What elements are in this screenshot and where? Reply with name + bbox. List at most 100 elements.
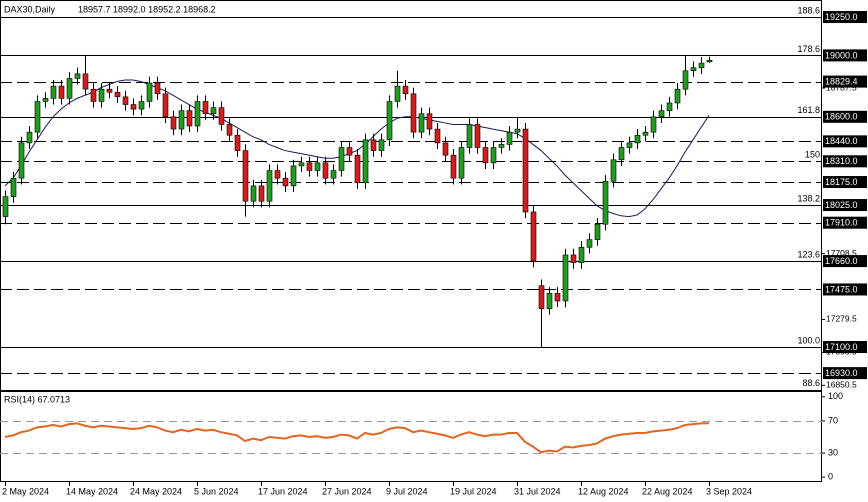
- x-tick-label: 9 Jul 2024: [386, 486, 428, 496]
- candle-body: [378, 139, 385, 151]
- x-tick-label: 12 Aug 2024: [578, 486, 629, 496]
- candle-body: [658, 110, 665, 118]
- x-tick-label: 2 May 2024: [2, 486, 49, 496]
- candle-body: [114, 91, 121, 98]
- level-label: 17910.0: [825, 218, 858, 228]
- candle-body: [322, 162, 329, 179]
- candle-body: [434, 128, 441, 144]
- candle-body: [402, 85, 409, 95]
- level-label: 19250.0: [825, 12, 858, 22]
- y-tick-label: 0: [828, 472, 833, 482]
- y-tick-label: 70: [828, 415, 838, 425]
- y-tick-label: 100: [828, 391, 843, 401]
- candle-body: [66, 78, 73, 99]
- candle-body: [474, 124, 481, 148]
- level-label: 18600.0: [825, 112, 858, 122]
- x-tick-label: 3 Sep 2024: [706, 486, 752, 496]
- fib-label: 100.0: [797, 335, 820, 345]
- fib-label: 161.8: [797, 105, 820, 115]
- candle-body: [498, 144, 505, 148]
- x-tick-label: 5 Jun 2024: [194, 486, 239, 496]
- x-tick-label: 22 Aug 2024: [642, 486, 693, 496]
- candle-body: [138, 101, 145, 110]
- level-box: [823, 11, 867, 24]
- level-label: 18025.0: [825, 200, 858, 210]
- x-tick-label: 24 May 2024: [130, 486, 182, 496]
- candle-body: [386, 101, 393, 141]
- candle-body: [546, 293, 553, 309]
- level-box: [823, 255, 867, 268]
- x-tick-label: 31 Jul 2024: [514, 486, 561, 496]
- candle-body: [442, 142, 449, 156]
- candle-body: [82, 73, 89, 90]
- chart-title: DAX30,Daily: [4, 4, 56, 14]
- candle-body: [306, 162, 313, 171]
- x-tick-label: 27 Jun 2024: [322, 486, 372, 496]
- x-tick-label: 19 Jul 2024: [450, 486, 497, 496]
- fib-label: 88.6: [802, 378, 820, 388]
- level-box: [823, 49, 867, 62]
- candle-body: [394, 85, 401, 102]
- x-tick-label: 17 Jun 2024: [258, 486, 308, 496]
- candle-body: [330, 170, 337, 179]
- candle-body: [26, 131, 33, 144]
- rsi-title: RSI(14) 67.0713: [4, 394, 70, 404]
- candle-body: [346, 147, 353, 156]
- candle-body: [450, 154, 457, 179]
- main-panel: [0, 0, 822, 391]
- candle-body: [570, 254, 577, 263]
- candle-body: [202, 101, 209, 115]
- candle-body: [506, 131, 513, 145]
- candle-body: [690, 67, 697, 72]
- ohlc-header: 18957.7 18992.0 18952.2 18968.2: [78, 4, 216, 14]
- candle-body: [674, 88, 681, 104]
- fib-label: 188.6: [797, 5, 820, 15]
- x-tick-label: 14 May 2024: [66, 486, 118, 496]
- candle-body: [186, 110, 193, 127]
- candle-body: [490, 147, 497, 164]
- candle-body: [42, 98, 49, 102]
- candle-body: [626, 142, 633, 148]
- candle-body: [58, 85, 65, 99]
- y-tick-label: 16850.5: [826, 380, 857, 390]
- candle-body: [610, 159, 617, 182]
- candle-body: [282, 177, 289, 187]
- fib-label: 178.6: [797, 44, 820, 54]
- candle-body: [514, 128, 521, 133]
- candle-body: [666, 102, 673, 111]
- candle-body: [194, 101, 201, 127]
- level-box: [823, 176, 867, 189]
- candle-body: [362, 139, 369, 184]
- candle-body: [90, 88, 97, 102]
- candle-body: [298, 162, 305, 167]
- candle-body: [682, 70, 689, 90]
- y-tick-label: 17708.5: [826, 248, 857, 258]
- candle-body: [338, 147, 345, 171]
- y-tick-label: 17279.5: [826, 314, 857, 324]
- candle-body: [634, 134, 641, 144]
- level-label: 18310.0: [825, 156, 858, 166]
- candle-body: [234, 134, 241, 151]
- candle-body: [706, 59, 713, 63]
- candle-body: [370, 139, 377, 151]
- level-box: [823, 341, 867, 354]
- candle-body: [242, 150, 249, 202]
- level-box: [823, 216, 867, 229]
- candle-body: [2, 196, 9, 217]
- level-box: [823, 135, 867, 148]
- candle-body: [482, 147, 489, 164]
- level-label: 18175.0: [825, 177, 858, 187]
- level-box: [823, 155, 867, 168]
- candle-body: [602, 180, 609, 225]
- rsi-panel: [0, 391, 822, 482]
- level-box: [823, 75, 867, 88]
- candle-body: [410, 93, 417, 133]
- candle-body: [650, 116, 657, 133]
- level-box: [823, 367, 867, 380]
- candle-body: [50, 85, 57, 99]
- fib-label: 123.6: [797, 249, 820, 259]
- candle-body: [538, 285, 545, 309]
- rsi-line: [4, 422, 710, 454]
- candle-body: [586, 239, 593, 248]
